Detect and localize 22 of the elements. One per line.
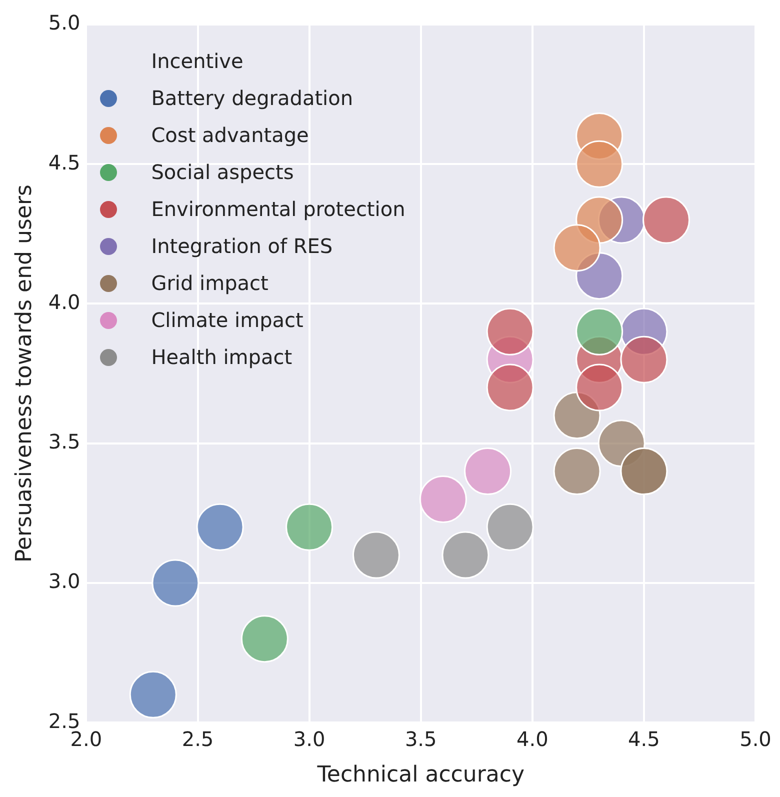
- y-tick-label: 4.5: [48, 150, 80, 174]
- x-tick-label: 3.5: [404, 726, 437, 751]
- y-tick-label: 3.5: [48, 430, 80, 454]
- legend-title: Incentive: [150, 48, 244, 74]
- legend-label: Health impact: [151, 344, 292, 370]
- x-tick-label: 5.0: [740, 726, 772, 751]
- y-tick-label: 4.0: [48, 290, 80, 314]
- x-tick-label: 4.0: [516, 726, 548, 751]
- x-axis-title: Technical accuracy: [316, 762, 524, 788]
- legend-label: Environmental protection: [151, 196, 406, 222]
- legend-label: Integration of RES: [151, 232, 333, 260]
- y-tick-label: 5.0: [48, 10, 80, 35]
- legend-label: Grid impact: [151, 270, 268, 296]
- legend-label: Battery degradation: [151, 84, 354, 112]
- legend-label: Cost advantage: [151, 122, 309, 148]
- x-tick-label: 2.5: [182, 726, 214, 751]
- legend-label: Social aspects: [151, 158, 294, 186]
- x-tick-label: 3.0: [293, 726, 326, 751]
- y-tick-label: 3.0: [48, 569, 80, 594]
- legend-label: Climate impact: [151, 306, 304, 334]
- y-axis-title: Persuasiveness towards end users: [12, 184, 37, 563]
- x-tick-label: 4.5: [628, 726, 660, 751]
